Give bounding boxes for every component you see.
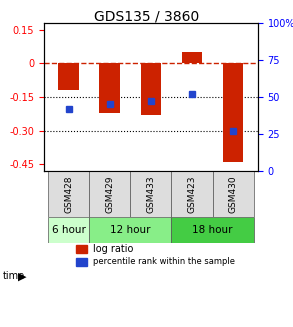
- Bar: [76, 258, 87, 266]
- Bar: [141, 63, 161, 115]
- FancyBboxPatch shape: [171, 217, 254, 243]
- Text: GDS135 / 3860: GDS135 / 3860: [94, 10, 199, 24]
- Bar: [76, 245, 87, 253]
- Bar: [58, 63, 79, 90]
- Text: 12 hour: 12 hour: [110, 225, 151, 235]
- FancyBboxPatch shape: [48, 217, 89, 243]
- Text: GSM430: GSM430: [229, 175, 238, 213]
- FancyBboxPatch shape: [213, 171, 254, 217]
- Text: time: time: [3, 271, 25, 281]
- Text: GSM428: GSM428: [64, 175, 73, 213]
- Bar: [100, 63, 120, 112]
- Text: 18 hour: 18 hour: [192, 225, 233, 235]
- FancyBboxPatch shape: [89, 171, 130, 217]
- Text: GSM423: GSM423: [188, 175, 197, 213]
- FancyBboxPatch shape: [89, 217, 171, 243]
- Text: GSM433: GSM433: [146, 175, 155, 213]
- Text: 6 hour: 6 hour: [52, 225, 86, 235]
- Text: ▶: ▶: [18, 271, 26, 281]
- Bar: [223, 63, 243, 162]
- FancyBboxPatch shape: [171, 171, 213, 217]
- Bar: [182, 52, 202, 63]
- Text: log ratio: log ratio: [93, 244, 134, 254]
- Text: percentile rank within the sample: percentile rank within the sample: [93, 257, 235, 266]
- FancyBboxPatch shape: [130, 171, 171, 217]
- FancyBboxPatch shape: [48, 171, 89, 217]
- Text: GSM429: GSM429: [105, 175, 114, 213]
